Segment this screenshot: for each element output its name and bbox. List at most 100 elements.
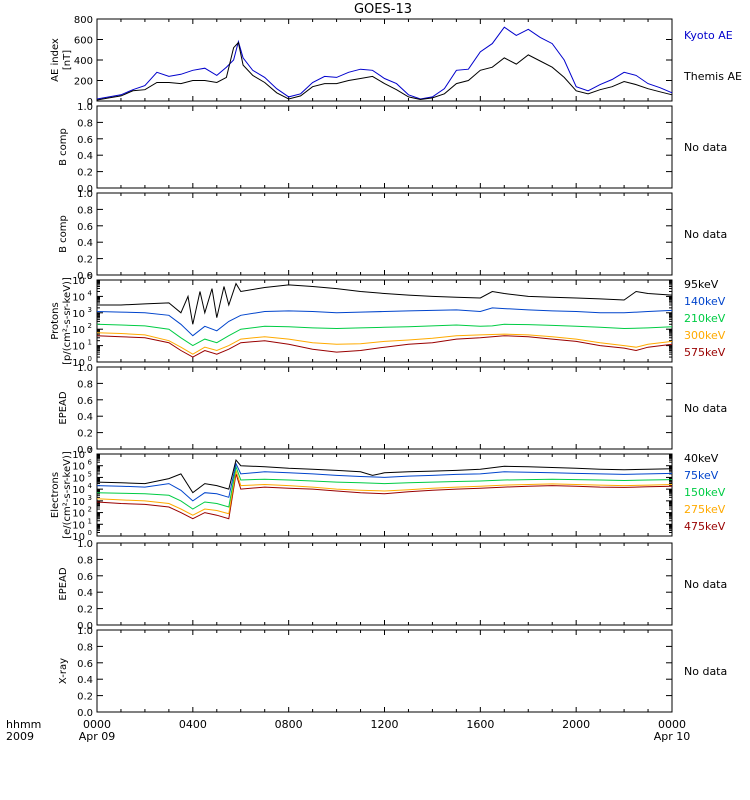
y-tick-label-exponent: 3 [88, 306, 92, 314]
y-tick-label-exponent: 6 [88, 459, 93, 467]
figure-title: GOES-13 [354, 2, 412, 17]
y-tick-label: 0.8 [77, 379, 93, 390]
time-tick-label: 0400 [179, 718, 207, 731]
panel-xray: 0.0 0.2 0.4 0.6 0.8 1.0 X-ray No data [58, 626, 727, 719]
y-tick-label: 0.2 [77, 429, 93, 440]
y-axis-label: [p/(cm²-s-sr-keV)] [62, 277, 73, 365]
y-tick-label: 0.8 [77, 555, 93, 566]
legend-kyoto-ae: Kyoto AE [684, 29, 733, 42]
y-tick-label: 1.0 [77, 539, 93, 550]
series-line-300kev [96, 332, 673, 355]
series-line-95kev [97, 282, 673, 325]
y-axis-label: EPEAD [58, 391, 69, 425]
time-tick-label: 0800 [275, 718, 303, 731]
y-tick-label-exponent: 0 [88, 355, 92, 363]
y-tick-label: 10 [72, 309, 85, 320]
y-tick-label: 10 [72, 276, 85, 287]
y-tick-label: 800 [74, 15, 93, 26]
panel-frame [96, 453, 673, 537]
legend-140kev: 140keV [684, 295, 726, 308]
series-line-275kev [96, 470, 673, 516]
y-axis-label: [nT] [62, 50, 73, 70]
y-tick-label: 0.8 [77, 118, 93, 129]
y-axis-label: Protons [50, 302, 61, 339]
y-tick-label: 10 [72, 462, 85, 473]
y-tick-label: 200 [74, 77, 93, 88]
y-tick-label: 0.0 [77, 708, 93, 719]
y-tick-label: 0.0 [77, 271, 93, 282]
y-tick-label: 10 [72, 292, 85, 303]
y-tick-label: 0.2 [77, 692, 93, 703]
legend-475kev: 475keV [684, 520, 726, 533]
y-tick-label: 600 [74, 36, 93, 47]
y-tick-label-exponent: 5 [88, 273, 92, 281]
panel-bcomp2: 0.0 0.2 0.4 0.6 0.8 1.0 B comp No data [58, 189, 727, 282]
series-line-40kev [96, 459, 673, 494]
date-start-label: Apr 09 [79, 730, 116, 743]
y-tick-label: 0.2 [77, 255, 93, 266]
legend-275kev: 275keV [684, 503, 726, 516]
no-data-note: No data [684, 402, 727, 415]
y-tick-label: 1.0 [77, 363, 93, 374]
y-tick-label-exponent: 1 [88, 517, 92, 525]
y-axis-label: Electrons [50, 472, 61, 518]
y-tick-label-exponent: 3 [88, 494, 92, 502]
y-tick-label: 0.6 [77, 572, 93, 583]
y-tick-label: 0.4 [77, 151, 93, 162]
panel-frame [96, 105, 673, 189]
panel-bcomp1: 0.0 0.2 0.4 0.6 0.8 1.0 B comp No data [58, 102, 727, 195]
y-tick-label: 10 [72, 342, 85, 353]
hhmm-label: hhmm [6, 718, 41, 731]
panel-frame [96, 629, 673, 713]
y-tick-label-exponent: 1 [88, 339, 92, 347]
y-tick-label: 10 [72, 473, 85, 484]
y-tick-label: 0.6 [77, 135, 93, 146]
y-tick-label: 0.8 [77, 205, 93, 216]
legend-575kev: 575keV [684, 346, 726, 359]
panel-frame [96, 279, 673, 363]
y-tick-label-exponent: 2 [88, 506, 92, 514]
time-axis: hhmm 2009 Apr 09 Apr 10 0000 0400 0800 1200… [6, 718, 690, 743]
legend-95kev: 95keV [684, 278, 719, 291]
panel-epead1: 0.0 0.2 0.4 0.6 0.8 1.0 EPEAD No data [58, 363, 727, 456]
y-tick-label: 10 [72, 325, 85, 336]
y-tick-label: 0.4 [77, 588, 93, 599]
y-axis-label: [e/(cm²-s-sr-keV)] [62, 451, 73, 539]
y-tick-label: 0 [87, 97, 93, 108]
y-tick-label: 1.0 [77, 626, 93, 637]
y-tick-label: 0.4 [77, 238, 93, 249]
y-tick-label: 10 [72, 450, 85, 461]
panel-ae: 0 200 400 600 800 AE index [nT] Kyoto AE Themis … [50, 15, 742, 108]
y-tick-label-exponent: 5 [88, 470, 92, 478]
y-tick-label: 0.2 [77, 168, 93, 179]
y-tick-label: 10 [72, 520, 85, 531]
year-label: 2009 [6, 730, 34, 743]
y-tick-label: 0.6 [77, 222, 93, 233]
series-line-75kev [96, 462, 673, 502]
panel-frame [96, 18, 673, 102]
y-tick-label-exponent: 4 [88, 289, 93, 297]
legend-75kev: 75keV [684, 469, 719, 482]
y-tick-label: 1.0 [77, 189, 93, 200]
y-tick-label-exponent: 0 [88, 529, 92, 537]
y-tick-label: 10 [72, 485, 85, 496]
y-axis-label: EPEAD [58, 567, 69, 601]
y-axis-label: B comp [58, 128, 69, 166]
no-data-note: No data [684, 141, 727, 154]
y-tick-label: 10 [72, 509, 85, 520]
panel-frame [96, 366, 673, 450]
y-tick-label-exponent: 2 [88, 322, 92, 330]
series-line-themis-ae [96, 41, 673, 101]
series-line-210kev [96, 323, 673, 347]
no-data-note: No data [684, 665, 727, 678]
y-tick-label: 0.2 [77, 605, 93, 616]
series-line-150kev [96, 464, 673, 510]
series-line-kyoto-ae [96, 26, 673, 100]
y-axis-label: B comp [58, 215, 69, 253]
panel-frame [96, 192, 673, 276]
time-tick-label: 1200 [371, 718, 399, 731]
series-line-140kev [96, 307, 673, 337]
legend-210kev: 210keV [684, 312, 726, 325]
